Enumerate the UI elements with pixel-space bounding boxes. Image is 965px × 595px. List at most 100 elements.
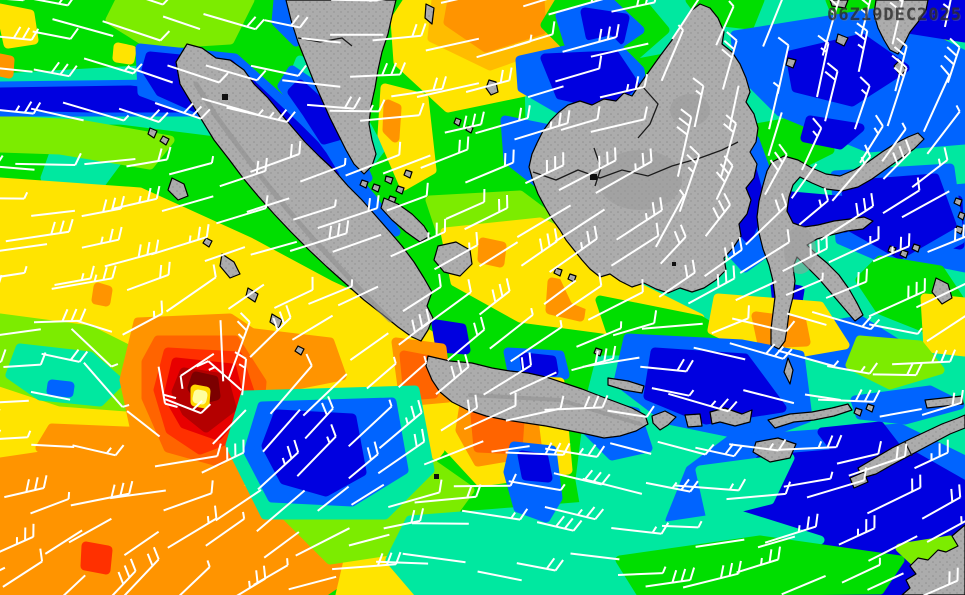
contour-region [287, 79, 343, 145]
wind-barb-icon [820, 193, 875, 241]
wind-barb-icon [790, 163, 818, 199]
wind-barb-icon [868, 278, 926, 318]
wind-barb-icon [926, 104, 961, 155]
wind-barb-icon [478, 278, 511, 316]
wind-barb-icon [801, 117, 823, 171]
wind-barb-icon [423, 440, 484, 466]
wind-barb-icon [882, 177, 921, 215]
wind-barb-icon [81, 226, 123, 249]
christmas-island [434, 474, 439, 479]
wind-barb-icon [118, 107, 169, 123]
wind-barb-icon [123, 530, 160, 557]
wind-barb-icon [675, 478, 747, 492]
wind-barb-icon [764, 143, 788, 196]
contour-region [920, 293, 965, 357]
wind-barb-icon [215, 489, 262, 522]
island-speck [785, 57, 797, 69]
wind-barb-icon [30, 107, 84, 122]
wind-barb-icon [150, 224, 210, 256]
wind-barb-icon [728, 85, 740, 130]
wind-barb-icon [576, 321, 623, 348]
wind-barb-icon [461, 508, 529, 521]
wind-barb-icon [257, 439, 300, 491]
wind-barb-icon [695, 443, 743, 458]
wind-barb-icon [943, 37, 961, 84]
wind-barb-icon [783, 471, 834, 488]
wind-barb-icon [668, 392, 738, 413]
contour-region [261, 409, 367, 497]
wind-barb-icon [736, 546, 781, 574]
wind-barb-icon [527, 85, 564, 99]
wind-barb-icon [798, 187, 829, 226]
wind-barb-icon [926, 516, 965, 543]
wind-barb-icon [32, 27, 79, 40]
contour-region [91, 282, 113, 307]
wind-barb-icon [489, 307, 534, 350]
wind-barb-icon [693, 346, 746, 361]
wind-barb-icon [0, 67, 33, 73]
wind-barb-icon [869, 323, 923, 335]
wind-barb-icon [146, 0, 169, 6]
island-speck [835, 33, 849, 47]
wind-barb-icon [0, 191, 29, 200]
wind-barb-icon [296, 424, 337, 477]
wind-barb-icon [123, 546, 160, 595]
wind-barb-icon [926, 315, 965, 343]
contour-region [5, 343, 125, 407]
wind-barb-icon [715, 155, 734, 201]
wind-barb-icon [295, 527, 350, 557]
anambas-island [453, 117, 462, 127]
contour-region [112, 42, 137, 65]
contour-region [695, 453, 795, 520]
wind-barb-icon [337, 285, 379, 307]
wind-barb-icon [660, 24, 685, 82]
wind-barb-icon [348, 399, 393, 448]
lombok-island [684, 413, 703, 428]
map-shape [672, 262, 676, 266]
wind-barb-icon [687, 265, 736, 305]
wind-barb-icon [872, 233, 911, 263]
wind-barb-icon [726, 481, 792, 501]
tioman-island [424, 3, 435, 25]
wind-barb-icon [445, 188, 486, 220]
wind-barb-icon [777, 349, 840, 368]
mindanao-island [873, 0, 929, 55]
wind-barb-icon [582, 477, 643, 495]
wind-barb-icon [599, 73, 649, 99]
wind-barb-icon [212, 409, 247, 445]
wind-barb-icon [464, 194, 509, 231]
wind-barb-icon [444, 111, 485, 134]
wind-barb-icon [818, 389, 881, 403]
wind-barb-icon [617, 566, 667, 576]
wind-barb-icon [227, 312, 251, 379]
wind-barb-icon [111, 185, 161, 211]
wind-barb-icon [299, 157, 347, 183]
wind-barb-icon [676, 108, 693, 177]
wind-barb-icon [70, 328, 119, 368]
wind-barb-icon [704, 192, 731, 237]
wind-barb-icon [609, 442, 652, 455]
wind-barb-icon [590, 42, 649, 58]
contour-region [80, 541, 113, 575]
wind-barb-icon [416, 82, 480, 98]
wind-barb-icon [262, 408, 301, 453]
contour-region [0, 115, 175, 170]
wind-barb-icon [558, 147, 617, 191]
map-shape [222, 94, 228, 100]
wind-barb-icon [377, 428, 426, 475]
wind-barb-icon [31, 443, 75, 448]
wind-barb-icon [478, 241, 519, 268]
wind-barb-icon [348, 533, 390, 547]
wind-barb-icon [398, 308, 431, 346]
wind-barb-icon [5, 218, 74, 243]
map-shape [532, 141, 739, 181]
wind-barb-icon [562, 24, 620, 53]
wind-barb-icon [0, 26, 40, 41]
wind-barb-icon [350, 483, 385, 506]
wind-barb-icon [922, 64, 951, 133]
wind-barb-icon [836, 440, 882, 465]
wind-barb-icon [611, 0, 657, 13]
wind-barb-icon [348, 441, 379, 480]
wind-barb-icon [927, 224, 965, 253]
wind-barb-icon [866, 474, 922, 515]
